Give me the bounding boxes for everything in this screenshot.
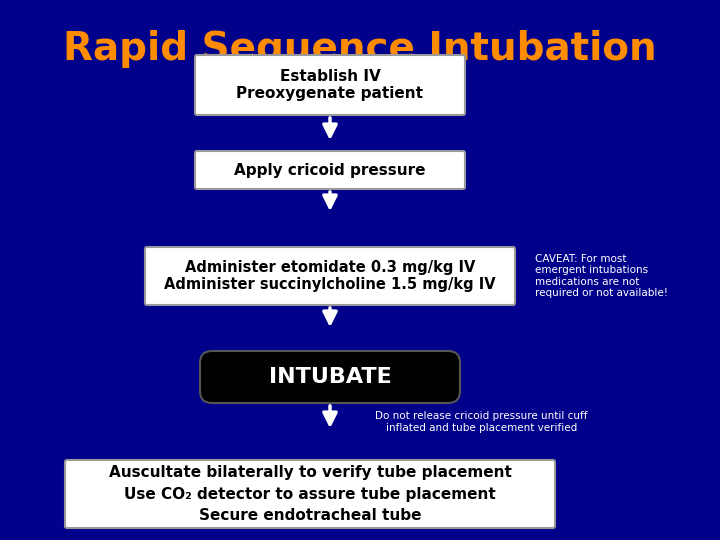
Text: Administer etomidate 0.3 mg/kg IV
Administer succinylcholine 1.5 mg/kg IV: Administer etomidate 0.3 mg/kg IV Admini… xyxy=(164,260,496,292)
FancyBboxPatch shape xyxy=(195,151,465,189)
Text: Auscultate bilaterally to verify tube placement: Auscultate bilaterally to verify tube pl… xyxy=(109,465,511,481)
FancyBboxPatch shape xyxy=(195,55,465,115)
Text: Apply cricoid pressure: Apply cricoid pressure xyxy=(234,163,426,178)
FancyBboxPatch shape xyxy=(65,460,555,528)
FancyBboxPatch shape xyxy=(145,247,515,305)
Text: Do not release cricoid pressure until cuff
inflated and tube placement verified: Do not release cricoid pressure until cu… xyxy=(375,411,588,433)
Text: CAVEAT: For most
emergent intubations
medications are not
required or not availa: CAVEAT: For most emergent intubations me… xyxy=(535,254,668,299)
Text: Secure endotracheal tube: Secure endotracheal tube xyxy=(199,508,421,523)
Text: Establish IV
Preoxygenate patient: Establish IV Preoxygenate patient xyxy=(236,69,423,101)
Text: Use CO₂ detector to assure tube placement: Use CO₂ detector to assure tube placemen… xyxy=(124,487,496,502)
FancyBboxPatch shape xyxy=(200,351,460,403)
Text: Rapid Sequence Intubation: Rapid Sequence Intubation xyxy=(63,30,657,68)
Text: INTUBATE: INTUBATE xyxy=(269,367,392,387)
